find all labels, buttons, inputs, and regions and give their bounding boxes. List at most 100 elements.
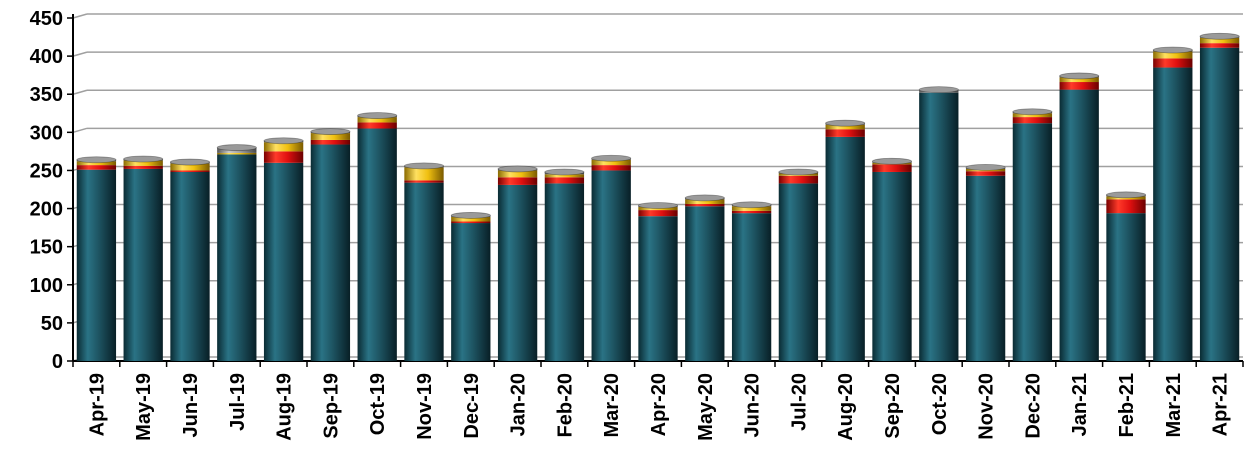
bar-segment (497, 170, 538, 178)
x-tick-label: Dec-20 (1022, 373, 1044, 439)
bar-segment (451, 216, 491, 222)
x-tick-label: Mar-20 (601, 373, 623, 437)
x-tick-label: Feb-20 (554, 373, 576, 437)
bar-segment (731, 210, 772, 214)
y-tick-label: 150 (30, 237, 63, 259)
bar-segment (76, 169, 117, 361)
bar-segment (1153, 67, 1193, 362)
bar-segment (591, 159, 631, 166)
bar-segment (1199, 43, 1240, 48)
bars (76, 32, 1240, 362)
x-tick-label: Aug-19 (274, 373, 296, 441)
y-tick-label: 50 (41, 313, 63, 335)
bar-cap (1059, 72, 1100, 80)
bar-segment (357, 122, 397, 129)
bar-segment (965, 171, 1006, 176)
bar-segment (76, 161, 117, 166)
bar-segment (825, 124, 865, 130)
bar-cap (825, 119, 866, 127)
gridline-wall (72, 127, 88, 134)
bar-segment (170, 171, 210, 361)
bar-segment (638, 210, 678, 217)
bar-segment (1153, 51, 1193, 59)
bar-segment (1153, 58, 1193, 68)
x-tick-label: Aug-20 (835, 373, 857, 441)
bar-cap (216, 144, 257, 151)
x-tick-label: Apr-20 (648, 373, 670, 436)
bar-cap (123, 155, 164, 163)
bar-segment (310, 139, 351, 145)
bar-segment (1106, 213, 1146, 361)
bar-cap (1199, 32, 1240, 40)
bar-cap (169, 158, 211, 166)
bar-segment (170, 170, 210, 172)
bar-cap (403, 162, 445, 170)
bar-segment (919, 92, 959, 361)
bar-segment (638, 207, 678, 211)
x-axis-ticks: Apr-19 May-19 Jun-19 Jul-19 Aug-19 Sep-19 Oct-… (86, 373, 1231, 441)
y-tick-label: 450 (30, 8, 63, 30)
y-tick-label: 0 (52, 351, 63, 373)
bar-segment (825, 136, 865, 361)
bar-segment (217, 154, 257, 361)
bar-cap (778, 168, 819, 176)
x-tick-label: Feb-21 (1116, 373, 1138, 437)
gridline-wall (72, 13, 88, 19)
gridline-wall (72, 51, 88, 57)
bar-segment (357, 128, 397, 361)
bar-segment (685, 206, 725, 361)
bar-segment (544, 177, 585, 184)
bar-segment (404, 180, 444, 183)
x-tick-label: Jan-21 (1069, 373, 1091, 436)
bar-cap (76, 156, 117, 164)
y-tick-label: 100 (30, 275, 63, 297)
bar-segment (1106, 199, 1146, 214)
x-tick-label: Sep-20 (882, 373, 904, 439)
bar-segment (1012, 123, 1053, 361)
x-tick-label: Oct-20 (929, 373, 951, 435)
bar-cap (450, 212, 491, 219)
bar-cap (731, 201, 772, 209)
bar-segment (872, 171, 912, 361)
bar-segment (76, 165, 117, 170)
bar-segment (310, 133, 351, 140)
gridline-wall (72, 89, 88, 95)
bar-segment (404, 167, 444, 181)
bar-segment (591, 165, 631, 171)
bar-cap (1105, 191, 1147, 199)
bar-segment (825, 129, 865, 137)
x-tick-label: May-19 (133, 373, 155, 441)
bar-segment (778, 175, 819, 184)
bar-segment (638, 216, 678, 361)
bar-segment (731, 206, 772, 211)
x-tick-label: Jan-20 (508, 373, 530, 436)
y-tick-label: 350 (30, 84, 63, 106)
bar-segment (731, 213, 772, 361)
bar-segment (591, 170, 631, 361)
bar-segment (497, 184, 538, 361)
x-tick-label: Sep-19 (320, 373, 342, 439)
bar-cap (871, 157, 913, 165)
bar-cap (544, 168, 585, 176)
bar-segment (1199, 37, 1240, 44)
bar-segment (451, 223, 491, 361)
bar-segment (1106, 196, 1146, 200)
bar-cap (497, 165, 538, 173)
y-tick-label: 200 (30, 199, 63, 221)
bar-segment (685, 199, 725, 204)
bar-segment (1012, 117, 1053, 124)
bar-cap (357, 112, 398, 119)
x-tick-label: Apr-21 (1210, 373, 1232, 436)
bar-cap (1152, 46, 1193, 54)
bar-segment (544, 174, 585, 178)
bar-segment (1059, 89, 1099, 361)
bar-segment (1012, 113, 1053, 118)
bar-cap (637, 202, 679, 209)
y-tick-label: 400 (30, 46, 63, 68)
bar-cap (918, 86, 959, 94)
x-tick-label: Oct-19 (367, 373, 389, 435)
bar-segment (263, 162, 304, 361)
x-tick-label: Nov-19 (414, 373, 436, 440)
bar-segment (1059, 82, 1099, 90)
